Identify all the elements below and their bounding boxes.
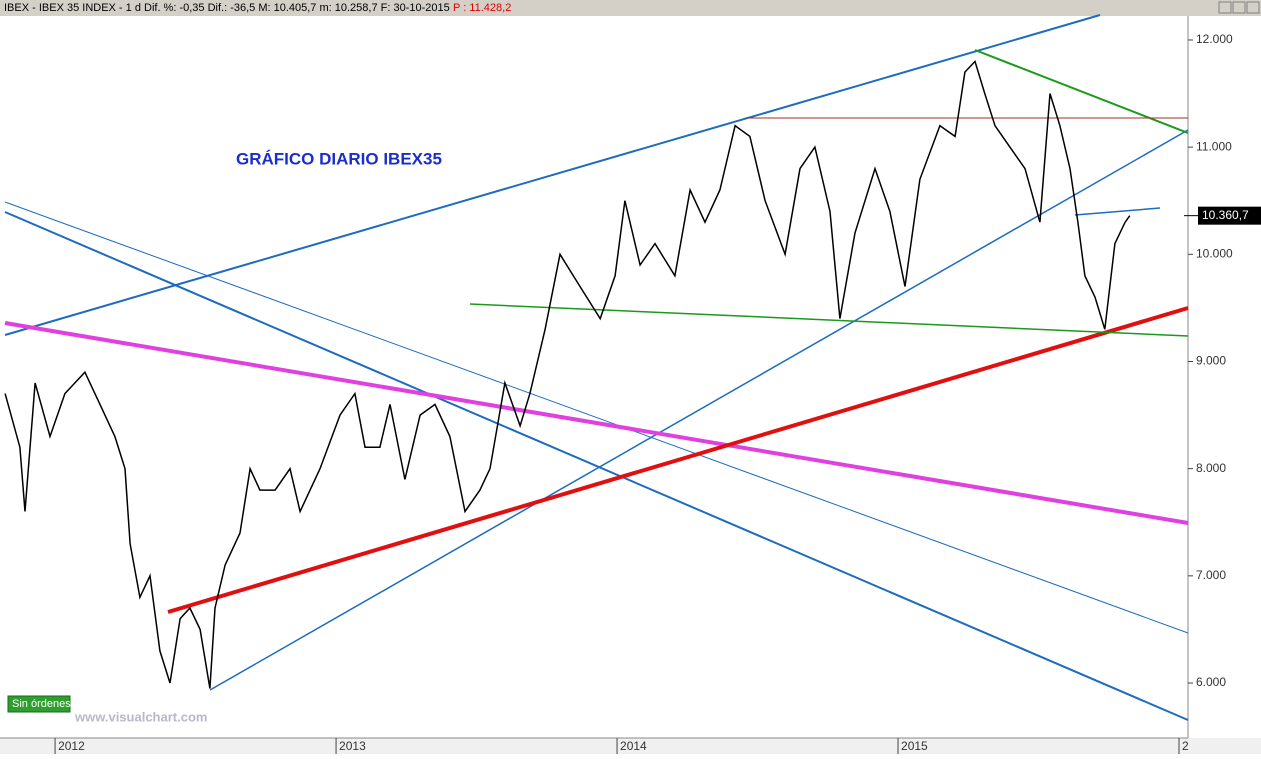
y-tick-label: 9.000 — [1196, 354, 1226, 368]
y-tick-label: 8.000 — [1196, 461, 1226, 475]
header-bar — [0, 0, 1261, 16]
close-button[interactable] — [1246, 1, 1260, 14]
trend-line — [4, 321, 1189, 525]
maximize-button[interactable] — [1232, 1, 1246, 14]
x-tick-label: 2 — [1182, 739, 1189, 753]
y-tick-label: 6.000 — [1196, 675, 1226, 689]
x-tick-label: 2013 — [339, 739, 366, 753]
trend-line — [209, 129, 1189, 691]
price-line — [4, 59, 1131, 689]
trend-line — [469, 303, 1189, 337]
header-text: IBEX - IBEX 35 INDEX - 1 d Dif. %: -0,35… — [4, 2, 450, 14]
trend-line — [167, 306, 1189, 614]
x-tick-label: 2015 — [901, 739, 928, 753]
trend-line — [4, 201, 1189, 634]
last-value-box — [1198, 206, 1261, 225]
status-badge[interactable] — [7, 695, 71, 713]
trend-line — [1074, 207, 1161, 216]
trend-line — [4, 211, 1189, 721]
y-tick-label: 11.000 — [1196, 139, 1232, 153]
trend-lines — [4, 14, 1189, 721]
trend-line — [974, 49, 1189, 134]
last-value-label: 10.360,7 — [1202, 208, 1249, 222]
chart-title: GRÁFICO DIARIO IBEX35 — [236, 149, 442, 168]
minimize-button[interactable] — [1218, 1, 1232, 14]
y-tick-label: 12.000 — [1196, 32, 1233, 46]
x-tick-label: 2012 — [58, 739, 85, 753]
x-axis-bar — [0, 738, 1261, 754]
trend-line — [4, 14, 1101, 336]
status-text: Sin órdenes — [12, 698, 71, 710]
window-buttons[interactable] — [1218, 1, 1260, 14]
y-tick-label: 7.000 — [1196, 568, 1226, 582]
y-tick-label: 10.000 — [1196, 246, 1233, 260]
x-tick-label: 2014 — [620, 739, 647, 753]
header-price: P : 11.428,2 — [453, 2, 511, 14]
watermark: www.visualchart.com — [74, 709, 207, 724]
